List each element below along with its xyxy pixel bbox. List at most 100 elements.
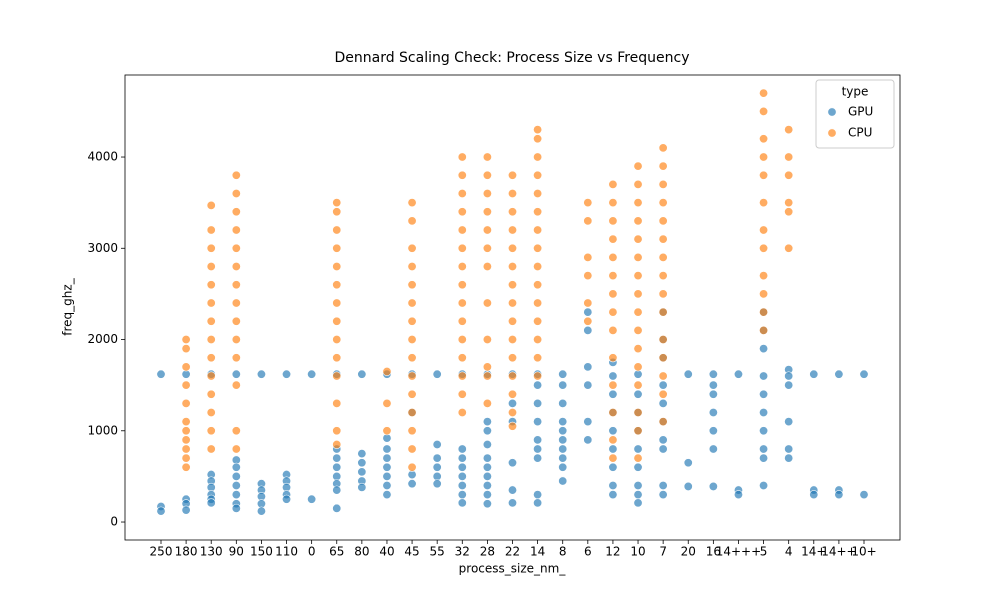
point: [658, 289, 668, 299]
point: [683, 369, 693, 379]
point: [407, 389, 417, 399]
point: [407, 316, 417, 326]
x-tick-label: 12: [605, 545, 620, 559]
point: [708, 444, 718, 454]
point: [457, 490, 467, 500]
point: [507, 485, 517, 495]
point: [533, 371, 543, 381]
point: [533, 335, 543, 345]
point: [357, 369, 367, 379]
point: [759, 371, 769, 381]
point: [784, 444, 794, 454]
point: [658, 490, 668, 500]
point: [583, 271, 593, 281]
point: [708, 389, 718, 399]
point: [633, 481, 643, 491]
point: [633, 344, 643, 354]
point: [231, 471, 241, 481]
point: [658, 417, 668, 427]
point: [759, 408, 769, 418]
point: [583, 252, 593, 262]
point: [181, 362, 191, 372]
point: [457, 316, 467, 326]
point: [533, 134, 543, 144]
point: [482, 170, 492, 180]
point: [583, 307, 593, 317]
x-tick-label: 180: [175, 545, 198, 559]
point: [658, 353, 668, 363]
point: [633, 389, 643, 399]
point: [608, 435, 618, 445]
point: [608, 353, 618, 363]
point: [533, 435, 543, 445]
point: [457, 298, 467, 308]
point: [357, 458, 367, 468]
point: [482, 426, 492, 436]
point: [407, 335, 417, 345]
point: [658, 380, 668, 390]
point: [407, 462, 417, 472]
point: [457, 353, 467, 363]
x-tick-label: 110: [275, 545, 298, 559]
point: [457, 280, 467, 290]
point: [181, 435, 191, 445]
point: [482, 189, 492, 199]
point: [457, 481, 467, 491]
point: [558, 435, 568, 445]
point: [633, 325, 643, 335]
point: [206, 316, 216, 326]
point: [583, 316, 593, 326]
point: [231, 503, 241, 513]
point: [784, 243, 794, 253]
point: [583, 216, 593, 226]
point: [583, 198, 593, 208]
point: [759, 444, 769, 454]
point: [407, 353, 417, 363]
point: [759, 289, 769, 299]
point: [608, 216, 618, 226]
point: [332, 371, 342, 381]
point: [759, 134, 769, 144]
point: [332, 198, 342, 208]
point: [658, 161, 668, 171]
legend-title: type: [842, 85, 869, 99]
point: [206, 280, 216, 290]
x-tick-label: 6: [584, 545, 592, 559]
point: [658, 307, 668, 317]
point: [558, 444, 568, 454]
point: [206, 408, 216, 418]
point: [231, 243, 241, 253]
point: [407, 444, 417, 454]
point: [608, 380, 618, 390]
point: [332, 426, 342, 436]
point: [482, 481, 492, 491]
point: [181, 444, 191, 454]
point: [457, 207, 467, 217]
point: [633, 490, 643, 500]
x-tick-label: 10+: [851, 545, 876, 559]
point: [583, 298, 593, 308]
point: [633, 234, 643, 244]
point: [482, 298, 492, 308]
point: [608, 179, 618, 189]
point: [332, 298, 342, 308]
point: [533, 207, 543, 217]
point: [658, 216, 668, 226]
point: [357, 482, 367, 492]
y-axis-label: freq_ghz_: [61, 277, 75, 335]
point: [608, 234, 618, 244]
point: [332, 243, 342, 253]
point: [784, 198, 794, 208]
point: [507, 408, 517, 418]
point: [507, 316, 517, 326]
point: [633, 426, 643, 436]
point: [633, 179, 643, 189]
y-tick-label: 4000: [87, 150, 118, 164]
point: [533, 316, 543, 326]
point: [382, 398, 392, 408]
point: [759, 106, 769, 116]
point: [507, 498, 517, 508]
point: [332, 335, 342, 345]
point: [382, 366, 392, 376]
